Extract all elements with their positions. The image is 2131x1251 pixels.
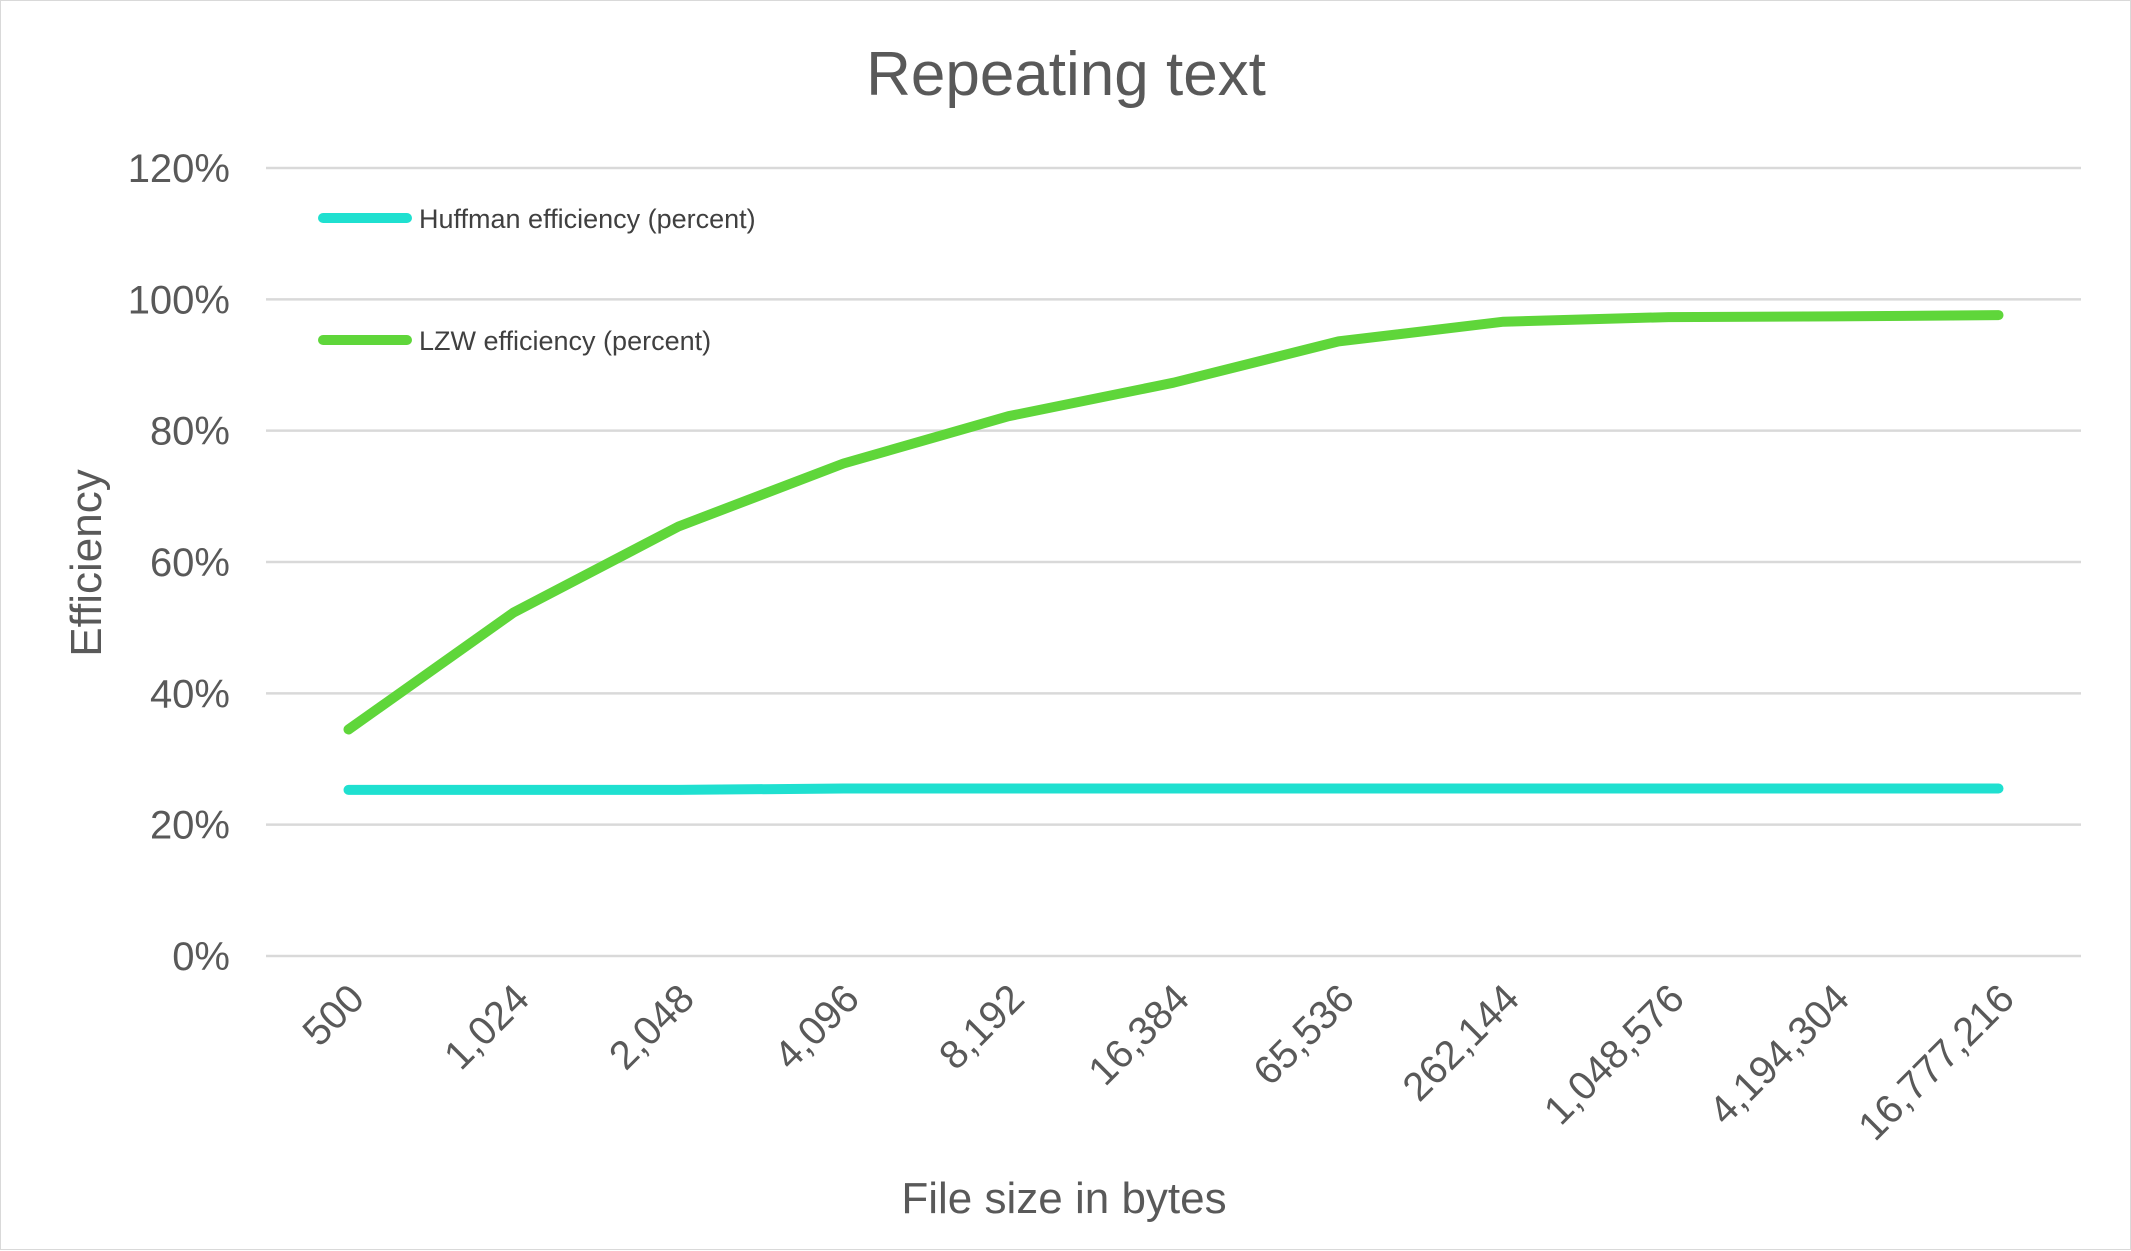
x-tick-label: 1,024 — [436, 976, 538, 1078]
y-tick-label: 100% — [128, 278, 230, 322]
chart-title: Repeating text — [866, 40, 1266, 109]
series-line-1 — [343, 310, 2004, 735]
x-tick-label: 4,096 — [766, 976, 868, 1078]
y-tick-labels: 0% 20% 40% 60% 80% 100% 120% — [128, 147, 230, 979]
y-tick-label: 120% — [128, 147, 230, 191]
y-tick-label: 60% — [150, 541, 230, 585]
x-tick-labels: 500 1,024 2,048 4,096 8,192 16,384 65,536 262,1… — [295, 976, 2023, 1149]
y-tick-label: 40% — [150, 672, 230, 716]
legend-label: Huffman efficiency (percent) — [419, 204, 756, 234]
y-axis-title: Efficiency — [62, 469, 111, 657]
y-tick-label: 0% — [172, 935, 230, 979]
x-tick-label: 4,194,304 — [1701, 976, 1858, 1133]
x-tick-label: 65,536 — [1245, 976, 1363, 1094]
x-tick-label: 16,777,216 — [1850, 976, 2023, 1149]
series-lines — [343, 310, 2004, 795]
x-tick-label: 16,384 — [1080, 976, 1198, 1094]
y-tick-label: 20% — [150, 804, 230, 848]
legend-label: LZW efficiency (percent) — [419, 326, 711, 356]
x-tick-label: 2,048 — [601, 976, 703, 1078]
y-tick-label: 80% — [150, 410, 230, 454]
gridlines — [266, 166, 2081, 958]
x-tick-label: 262,144 — [1395, 976, 1528, 1109]
x-tick-label: 8,192 — [931, 976, 1033, 1078]
x-tick-label: 500 — [295, 976, 373, 1054]
series-line-0 — [343, 783, 2004, 795]
x-axis-title: File size in bytes — [901, 1174, 1226, 1223]
legend: Huffman efficiency (percent) LZW efficien… — [318, 204, 756, 356]
x-tick-label: 1,048,576 — [1536, 976, 1693, 1133]
